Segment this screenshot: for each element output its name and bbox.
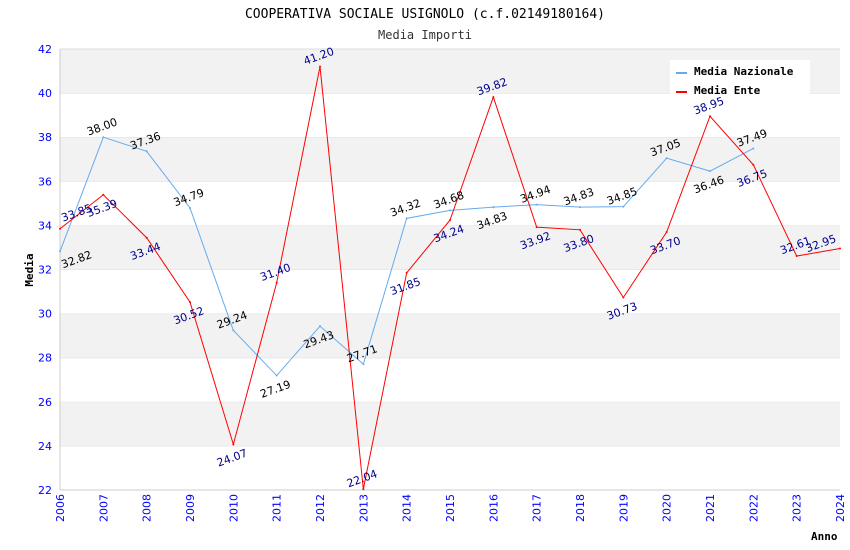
data-point xyxy=(665,157,668,160)
data-point xyxy=(189,206,191,209)
data-point xyxy=(665,231,668,234)
grid-band xyxy=(60,181,840,226)
data-point xyxy=(405,271,408,274)
y-tick-label: 42 xyxy=(38,43,52,56)
y-tick-label: 32 xyxy=(38,264,52,277)
data-point xyxy=(795,255,798,258)
data-point xyxy=(362,488,365,491)
y-tick-label: 24 xyxy=(38,440,52,453)
data-point xyxy=(405,217,408,220)
data-point xyxy=(319,65,321,68)
x-tick-label: 2021 xyxy=(704,494,717,522)
data-point xyxy=(102,193,105,196)
data-point xyxy=(449,219,451,222)
y-tick-label: 38 xyxy=(38,131,52,144)
y-tick-label: 34 xyxy=(38,219,52,232)
x-tick-label: 2015 xyxy=(444,494,457,522)
data-point xyxy=(449,209,451,212)
data-point xyxy=(275,281,278,284)
data-point xyxy=(232,443,235,446)
x-tick-label: 2016 xyxy=(487,494,500,522)
data-point xyxy=(535,203,538,206)
y-tick-label: 40 xyxy=(38,87,52,100)
data-point xyxy=(319,325,321,328)
x-tick-label: 2010 xyxy=(227,494,240,522)
x-axis-label: Anno xyxy=(811,530,838,543)
data-point xyxy=(579,228,581,231)
data-point xyxy=(102,136,105,139)
grid-band xyxy=(60,137,840,182)
grid-band xyxy=(60,225,840,270)
x-tick-label: 2008 xyxy=(141,494,154,522)
x-tick-label: 2012 xyxy=(314,494,327,522)
x-tick-label: 2013 xyxy=(357,494,370,522)
data-point xyxy=(752,147,755,150)
x-tick-label: 2024 xyxy=(834,494,847,522)
data-point xyxy=(535,226,538,229)
x-tick-label: 2019 xyxy=(617,494,630,522)
x-tick-label: 2018 xyxy=(574,494,587,522)
legend-label-ente: Media Ente xyxy=(694,84,761,97)
data-point xyxy=(492,96,495,99)
data-point xyxy=(579,206,581,209)
data-point xyxy=(839,247,841,250)
data-point xyxy=(492,206,495,209)
data-point xyxy=(232,329,235,332)
data-point xyxy=(362,363,365,366)
x-tick-label: 2023 xyxy=(791,494,804,522)
x-tick-label: 2020 xyxy=(661,494,674,522)
x-tick-label: 2007 xyxy=(97,494,110,522)
x-tick-label: 2017 xyxy=(531,494,544,522)
grid-band xyxy=(60,313,840,358)
data-point xyxy=(622,296,625,299)
data-point xyxy=(59,227,61,230)
grid-band xyxy=(60,93,840,138)
legend-label-nazionale: Media Nazionale xyxy=(694,65,794,78)
y-tick-label: 28 xyxy=(38,352,52,365)
x-tick-label: 2009 xyxy=(184,494,197,522)
data-point xyxy=(59,250,61,253)
y-axis-label: Media xyxy=(23,253,36,286)
x-tick-label: 2011 xyxy=(271,494,284,522)
grid-band xyxy=(60,445,840,490)
chart-subtitle: Media Importi xyxy=(378,28,472,42)
data-point xyxy=(189,301,191,304)
data-point xyxy=(145,236,148,239)
data-point xyxy=(709,115,711,118)
legend: Media Nazionale Media Ente xyxy=(670,60,810,97)
x-tick-label: 2022 xyxy=(747,494,760,522)
data-point xyxy=(709,170,711,173)
chart-title: COOPERATIVA SOCIALE USIGNOLO (c.f.021491… xyxy=(245,7,605,22)
data-point xyxy=(622,205,625,208)
data-point xyxy=(275,374,278,377)
data-point xyxy=(752,163,755,166)
y-tick-label: 22 xyxy=(38,484,52,497)
y-tick-label: 36 xyxy=(38,175,52,188)
data-point xyxy=(145,150,148,153)
x-tick-label: 2006 xyxy=(54,494,67,522)
grid-band xyxy=(60,357,840,402)
y-tick-label: 26 xyxy=(38,396,52,409)
y-tick-label: 30 xyxy=(38,308,52,321)
grid-band xyxy=(60,269,840,314)
grid-band xyxy=(60,401,840,446)
x-tick-label: 2014 xyxy=(401,494,414,522)
